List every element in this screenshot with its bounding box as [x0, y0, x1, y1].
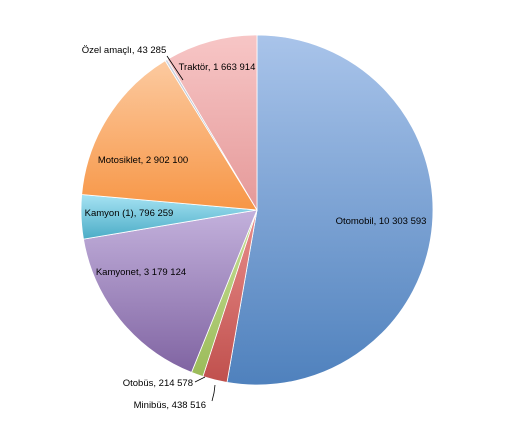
- data-label-motosiklet: Motosiklet, 2 902 100: [98, 155, 188, 166]
- data-label-traktor: Traktör, 1 663 914: [179, 62, 256, 73]
- data-labels: Otomobil, 10 303 593 Minibüs, 438 516 Otob…: [82, 45, 427, 411]
- leader-line-otobus: [194, 376, 206, 383]
- data-label-kamyonet: Kamyonet, 3 179 124: [96, 267, 186, 278]
- data-label-otobus: Otobüs, 214 578: [123, 378, 193, 389]
- leader-line-ozel-amacli: [166, 55, 184, 81]
- leader-line-minibus: [211, 384, 216, 402]
- leader-lines: [166, 55, 216, 402]
- pie-slice-motosiklet: [81, 60, 258, 211]
- data-label-kamyon-1: Kamyon (1), 796 259: [85, 208, 174, 219]
- data-label-minibus: Minibüs, 438 516: [134, 400, 206, 411]
- pie-slice-kamyonet: [82, 209, 258, 373]
- data-label-otomobil: Otomobil, 10 303 593: [336, 216, 427, 227]
- data-label-ozel-amacli: Özel amaçlı, 43 285: [82, 45, 167, 56]
- pie-slices: [80, 34, 434, 386]
- pie-slice-otomobil: [226, 34, 434, 386]
